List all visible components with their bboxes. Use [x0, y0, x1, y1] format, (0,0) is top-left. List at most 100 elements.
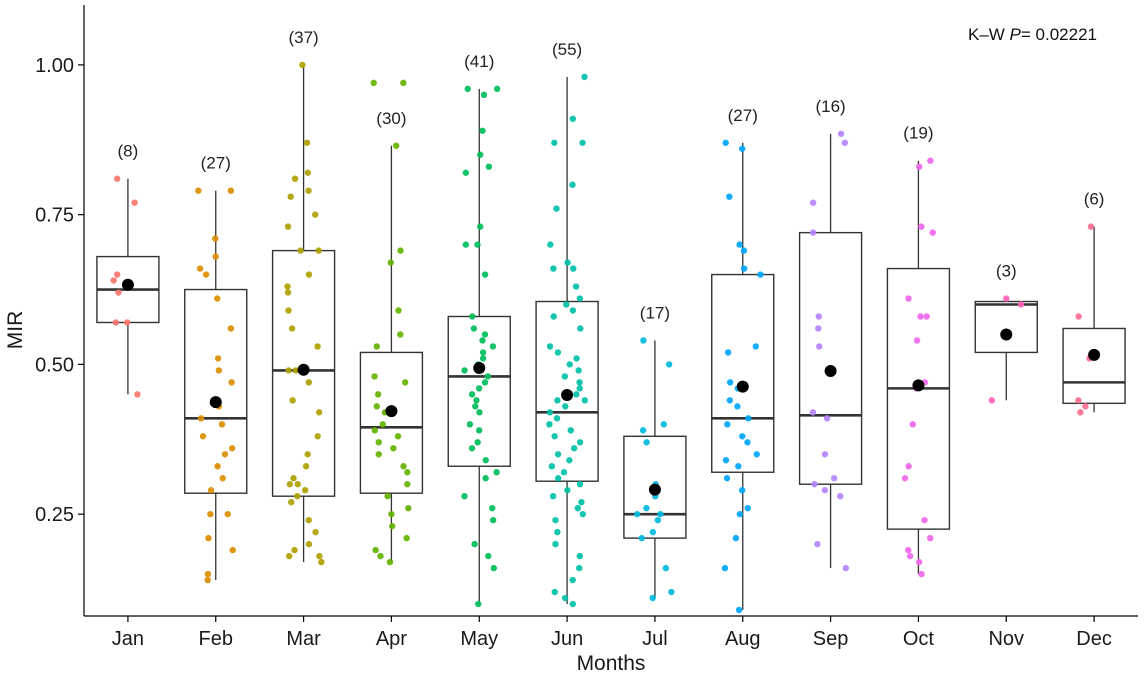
data-point [649, 528, 657, 536]
data-point [576, 564, 583, 572]
data-point [660, 421, 667, 428]
sample-count-label: (17) [640, 303, 670, 322]
data-point [579, 510, 587, 518]
data-point [643, 439, 650, 446]
data-point [207, 487, 215, 494]
data-point [224, 510, 231, 518]
data-point [479, 349, 487, 356]
data-point [905, 546, 912, 554]
data-point [726, 193, 733, 200]
data-point [305, 516, 312, 524]
data-point [227, 325, 235, 332]
data-point [837, 130, 845, 137]
data-point [469, 313, 476, 320]
data-point [214, 295, 221, 302]
x-tick-label: Sep [813, 628, 849, 650]
month-group-dec: (6) [1062, 190, 1126, 416]
data-point [554, 451, 562, 458]
data-point [574, 504, 581, 512]
iqr-box [711, 273, 775, 473]
data-point [569, 600, 577, 608]
data-point [564, 487, 571, 494]
data-point [909, 421, 916, 428]
data-point [546, 343, 554, 350]
data-point [214, 463, 221, 470]
y-tick-label: 0.25 [35, 504, 74, 526]
data-point [404, 469, 411, 476]
data-point [576, 481, 584, 488]
data-point [726, 379, 734, 386]
data-point [489, 343, 497, 350]
mean-marker [473, 362, 486, 375]
y-tick-label: 0.50 [35, 354, 74, 376]
data-point [740, 247, 748, 254]
data-point [745, 415, 752, 422]
data-point [566, 361, 573, 368]
data-point [371, 427, 379, 434]
data-point [814, 540, 821, 548]
data-point [374, 391, 382, 398]
data-point [305, 379, 313, 386]
data-point [1087, 223, 1095, 230]
data-point [221, 451, 229, 458]
data-point [228, 445, 236, 452]
data-point [466, 421, 474, 428]
data-point [475, 385, 483, 392]
data-point [821, 487, 829, 494]
data-point [757, 271, 764, 278]
month-group-may: (41) [447, 52, 511, 608]
data-point [302, 463, 310, 470]
data-point [112, 319, 119, 326]
data-point [384, 492, 391, 500]
data-point [842, 564, 850, 572]
data-point [927, 534, 934, 542]
data-point [923, 313, 930, 320]
data-point [576, 379, 583, 386]
data-point [551, 139, 558, 146]
sample-count-label: (55) [552, 40, 582, 59]
data-point [294, 481, 301, 488]
mean-marker [736, 380, 749, 393]
data-point [318, 558, 325, 566]
data-point [726, 397, 734, 404]
data-point [284, 223, 292, 230]
data-point [841, 139, 849, 146]
data-point [205, 534, 212, 542]
data-point [665, 361, 673, 368]
data-point [577, 325, 584, 332]
data-point [561, 594, 569, 602]
data-point [288, 325, 296, 332]
data-point [305, 187, 312, 194]
data-point [204, 570, 212, 578]
data-point [837, 492, 844, 500]
data-point [564, 259, 571, 266]
data-point [569, 576, 576, 584]
data-point [570, 445, 578, 452]
data-point [400, 463, 407, 470]
mean-marker [1000, 328, 1013, 341]
data-point [475, 427, 483, 434]
data-point [553, 205, 560, 212]
data-point [297, 247, 304, 254]
data-point [207, 510, 214, 518]
x-tick-label: Jul [642, 628, 668, 650]
data-point [482, 457, 489, 464]
data-point [476, 409, 483, 416]
data-point [312, 528, 319, 536]
sample-count-label: (19) [903, 124, 933, 143]
data-point [462, 241, 470, 248]
data-point [461, 367, 468, 374]
data-point [476, 151, 484, 158]
data-point [400, 79, 407, 87]
month-group-feb: (27) [184, 154, 248, 584]
mean-marker [561, 388, 574, 401]
data-point [314, 433, 321, 440]
data-point [474, 439, 481, 446]
iqr-box [798, 231, 863, 485]
data-point [490, 564, 498, 572]
data-point [202, 271, 210, 278]
data-point [489, 516, 497, 524]
data-point [572, 283, 580, 290]
data-point [468, 445, 476, 452]
data-point [403, 534, 410, 542]
